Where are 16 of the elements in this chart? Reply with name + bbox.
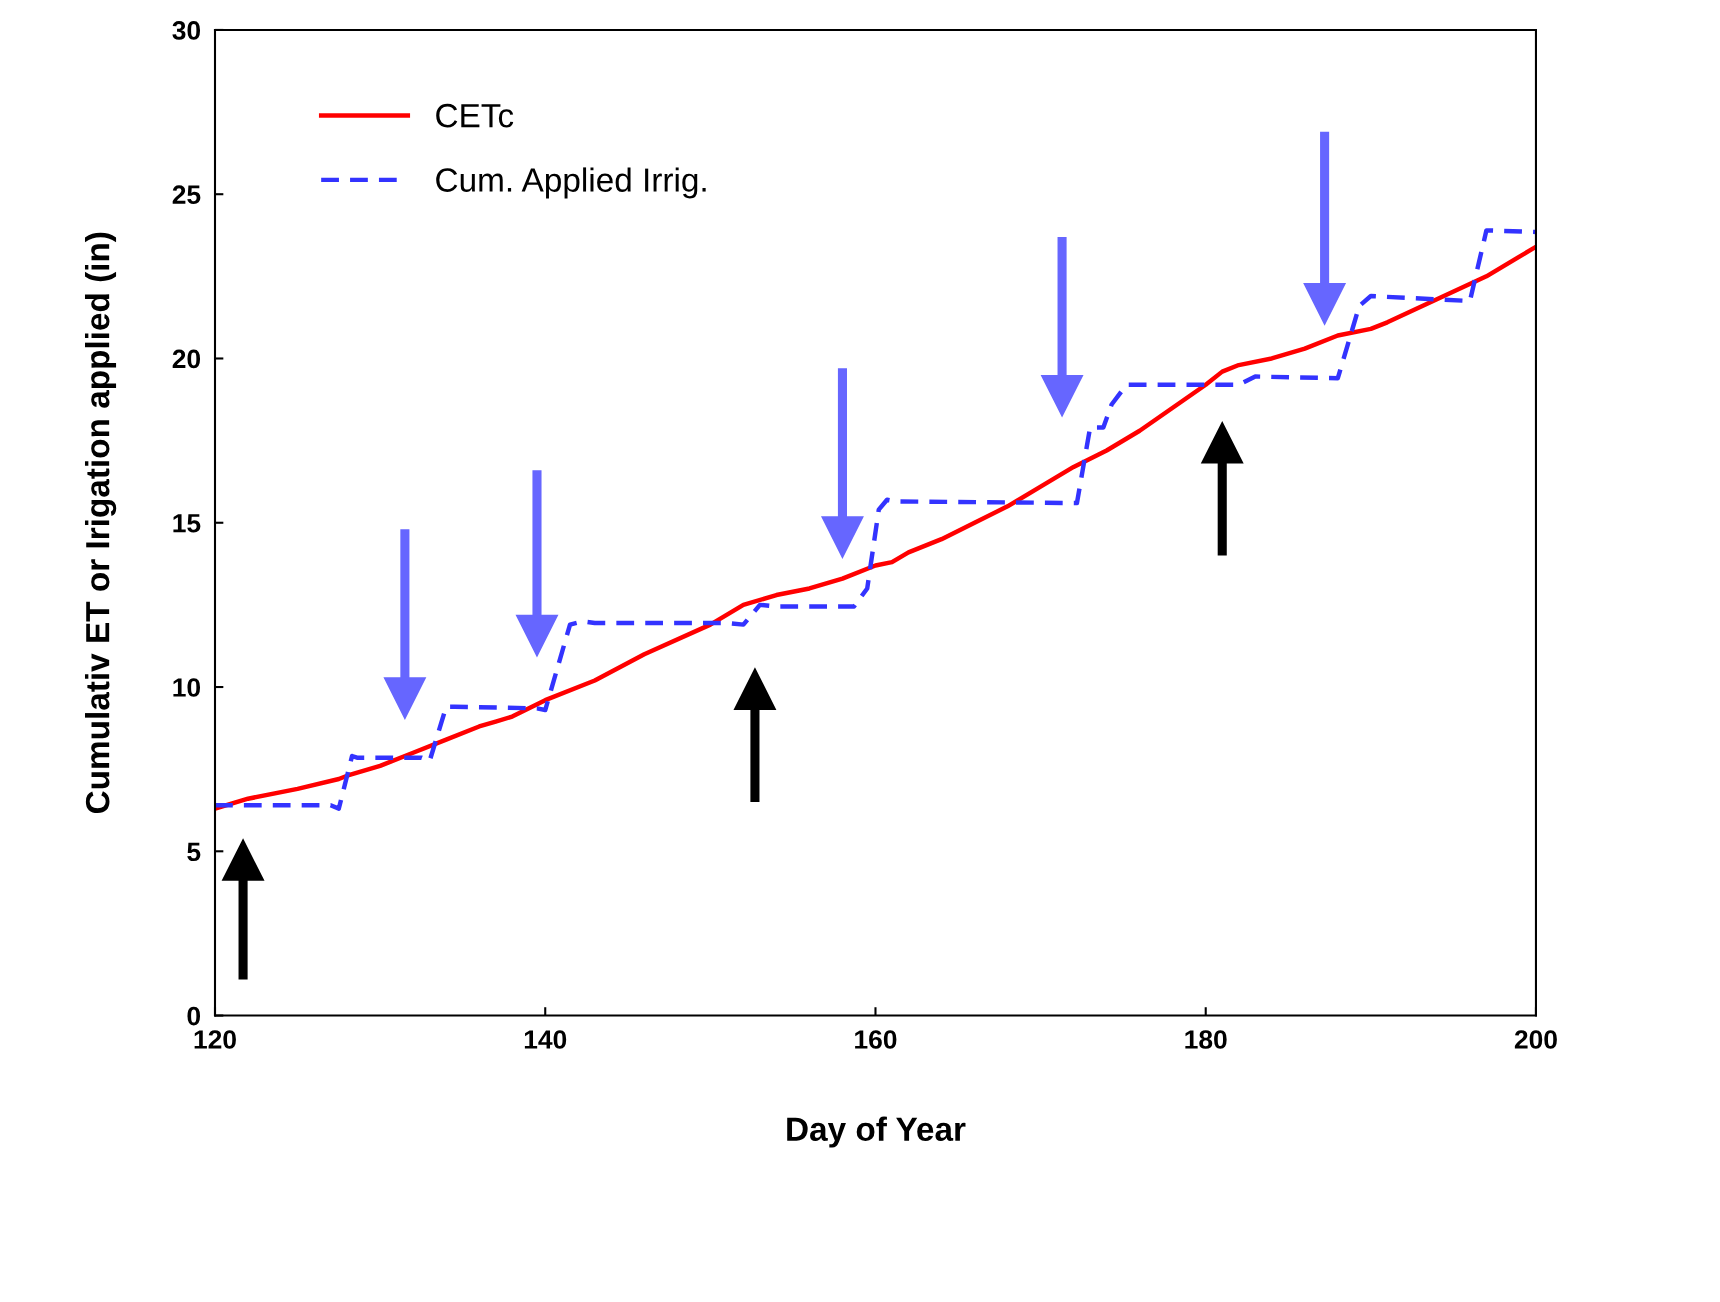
x-tick-label: 200	[1514, 1030, 1557, 1049]
y-axis-title: Cumulativ ET or Irigation applied (in)	[84, 232, 117, 814]
y-tick-label: 25	[172, 185, 201, 205]
x-tick-label: 140	[524, 1030, 567, 1049]
x-tick-label: 120	[194, 1030, 236, 1049]
x-axis-title: Day of Year	[787, 1116, 966, 1148]
x-tick-label: 180	[1185, 1030, 1227, 1049]
legend-label: Cum. Applied Irrig.	[436, 167, 706, 199]
y-tick-label: 10	[173, 678, 201, 697]
x-tick-label: 160	[855, 1030, 897, 1049]
legend-label: CETc	[436, 103, 514, 128]
y-tick-label: 0	[187, 1006, 201, 1026]
y-tick-label: 5	[187, 842, 201, 862]
y-tick-label: 30	[172, 21, 201, 40]
y-tick-label: 20	[172, 349, 201, 369]
y-tick-label: 15	[173, 514, 201, 533]
